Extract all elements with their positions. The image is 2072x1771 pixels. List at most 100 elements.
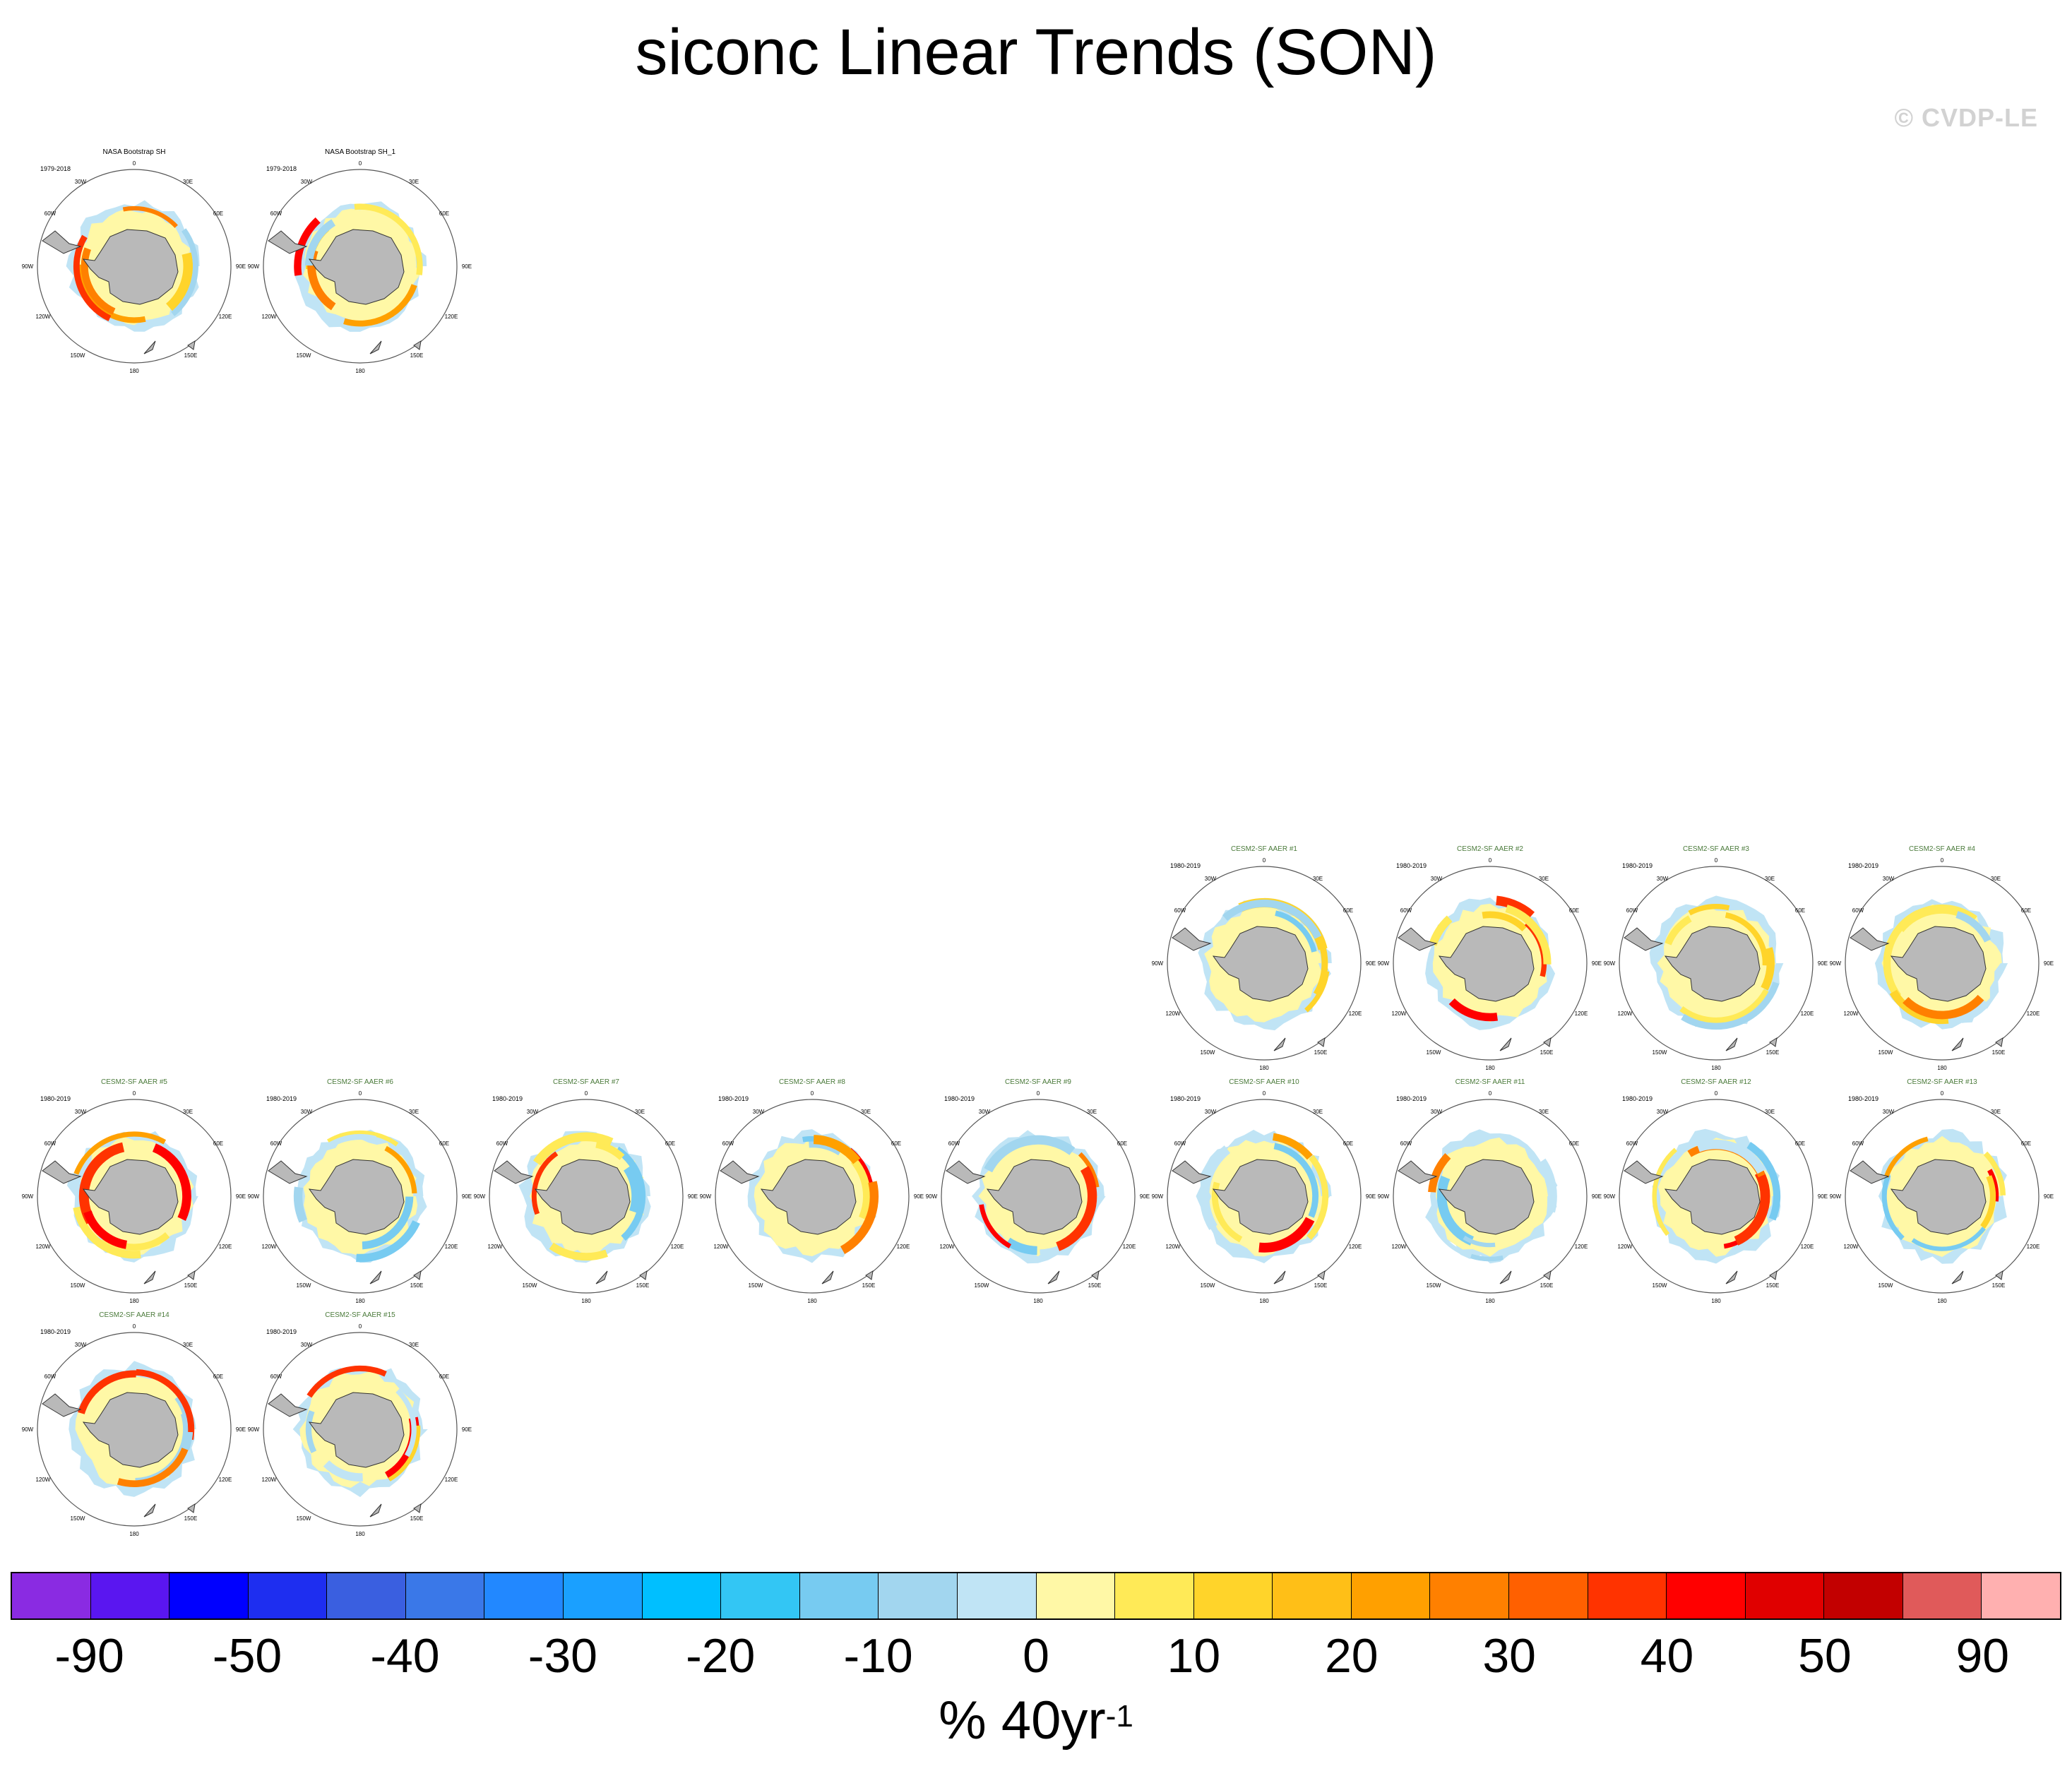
tasmania [1091,1270,1100,1280]
longitude-label: 60E [1343,907,1353,914]
trend-band [1889,989,1949,1025]
longitude-label: 30W [753,1109,765,1115]
map-panel: CESM2-SF AAER #10 1980-2019 0 30W 30E 60W 60E 9… [1152,1078,1376,1304]
colorbar-swatch-15 [1115,1573,1194,1618]
longitude-label: 120W [714,1244,729,1250]
panel-title: CESM2-SF AAER #11 [1455,1078,1525,1086]
longitude-label: 60E [1795,1140,1805,1147]
longitude-label: 90W [248,1426,260,1433]
antarctica-landmass [986,1159,1083,1235]
longitude-label: 60E [1795,907,1805,914]
trend-band [323,1460,363,1482]
longitude-label: 60W [722,1140,734,1147]
colorbar-swatch-11 [799,1573,879,1618]
longitude-label: 0 [585,1090,588,1097]
trend-band [1903,994,1984,1020]
trend-band [549,1242,608,1261]
longitude-label: 90W [1830,960,1842,967]
longitude-label: 60E [213,1373,223,1380]
colorbar-swatch-8 [564,1573,643,1618]
longitude-label: 180 [355,368,365,374]
south-america-tip [268,1393,308,1417]
longitude-label: 120W [1618,1244,1633,1250]
trend-band [305,1409,317,1454]
tasmania [187,1270,196,1280]
panel-title: NASA Bootstrap SH [103,148,166,156]
trend-band [1696,1139,1766,1174]
longitude-label: 90W [926,1193,938,1200]
south-america-tip [268,1160,308,1184]
longitude-label: 30E [183,179,193,185]
trend-band [1505,905,1552,965]
antarctica-landmass [308,229,405,305]
longitude-label: 120E [1801,1010,1814,1017]
longitude-label: 120E [671,1244,684,1250]
antarctica-landmass [1664,926,1761,1002]
map-panel: CESM2-SF AAER #5 1980-2019 0 30W 30E 60W 60E 90… [22,1078,246,1304]
tasmania [413,340,422,350]
new-zealand [1499,1037,1512,1051]
trend-band [73,1131,167,1175]
longitude-label: 30E [1313,1109,1323,1115]
longitude-label: 30W [1657,876,1669,882]
panel-title: CESM2-SF AAER #15 [325,1311,395,1319]
colorbar-swatch-25 [1903,1573,1982,1618]
antarctica-landmass [1212,1159,1309,1235]
longitude-label: 30W [1883,876,1895,882]
new-zealand [1725,1037,1738,1051]
trend-band [1679,989,1769,1024]
new-zealand [1951,1270,1964,1284]
longitude-label: 120W [488,1244,503,1250]
colorbar-label: -90 [54,1629,124,1683]
new-zealand [1725,1270,1738,1284]
panel-title: CESM2-SF AAER #3 [1683,845,1749,853]
longitude-label: 60E [213,1140,223,1147]
colorbar-swatch-22 [1667,1573,1746,1618]
longitude-label: 90W [22,1193,34,1200]
longitude-label: 150W [523,1282,537,1289]
longitude-label: 60E [1569,907,1579,914]
colorbar-label: 40 [1640,1629,1694,1683]
trend-band [1199,1145,1231,1230]
longitude-label: 150E [410,1515,424,1522]
tasmania [1317,1270,1326,1280]
panel-title: NASA Bootstrap SH_1 [325,148,395,156]
longitude-label: 0 [133,1323,136,1330]
longitude-label: 30E [1765,1109,1775,1115]
colorbar-label: 50 [1798,1629,1852,1683]
longitude-label: 90E [1818,960,1828,967]
longitude-label: 120E [219,314,232,320]
new-zealand [821,1270,834,1284]
longitude-label: 150W [1653,1282,1667,1289]
new-zealand [595,1270,608,1284]
longitude-label: 0 [1715,1090,1718,1097]
longitude-label: 120E [1349,1244,1362,1250]
longitude-label: 150E [410,352,424,359]
panel-period: 1980-2019 [40,1328,71,1335]
longitude-label: 60E [665,1140,675,1147]
map-panel: CESM2-SF AAER #1 1980-2019 0 30W 30E 60W 60E 90… [1152,845,1376,1071]
longitude-label: 150E [1766,1282,1780,1289]
trend-band [1881,1174,1905,1241]
trend-band [1911,1227,1986,1251]
colorbar-swatch-1 [12,1573,91,1618]
longitude-label: 120W [36,314,51,320]
trend-band [81,247,116,315]
longitude-label: 30W [1431,876,1443,882]
longitude-label: 120W [262,1244,277,1250]
trend-band [165,252,193,311]
colorbar-swatch-23 [1745,1573,1825,1618]
longitude-label: 60W [44,1140,56,1147]
longitude-label: 120W [1392,1010,1407,1017]
longitude-label: 0 [1941,1090,1944,1097]
tasmania [1995,1270,2003,1280]
south-america-tip [42,1393,82,1417]
longitude-label: 120W [36,1477,51,1483]
antarctica-landmass [1438,926,1535,1002]
colorbar-label: -10 [843,1629,913,1683]
longitude-label: 180 [355,1298,365,1304]
longitude-label: 90W [700,1193,712,1200]
longitude-label: 30W [527,1109,539,1115]
longitude-label: 90E [236,263,246,270]
trend-band [615,1146,646,1241]
